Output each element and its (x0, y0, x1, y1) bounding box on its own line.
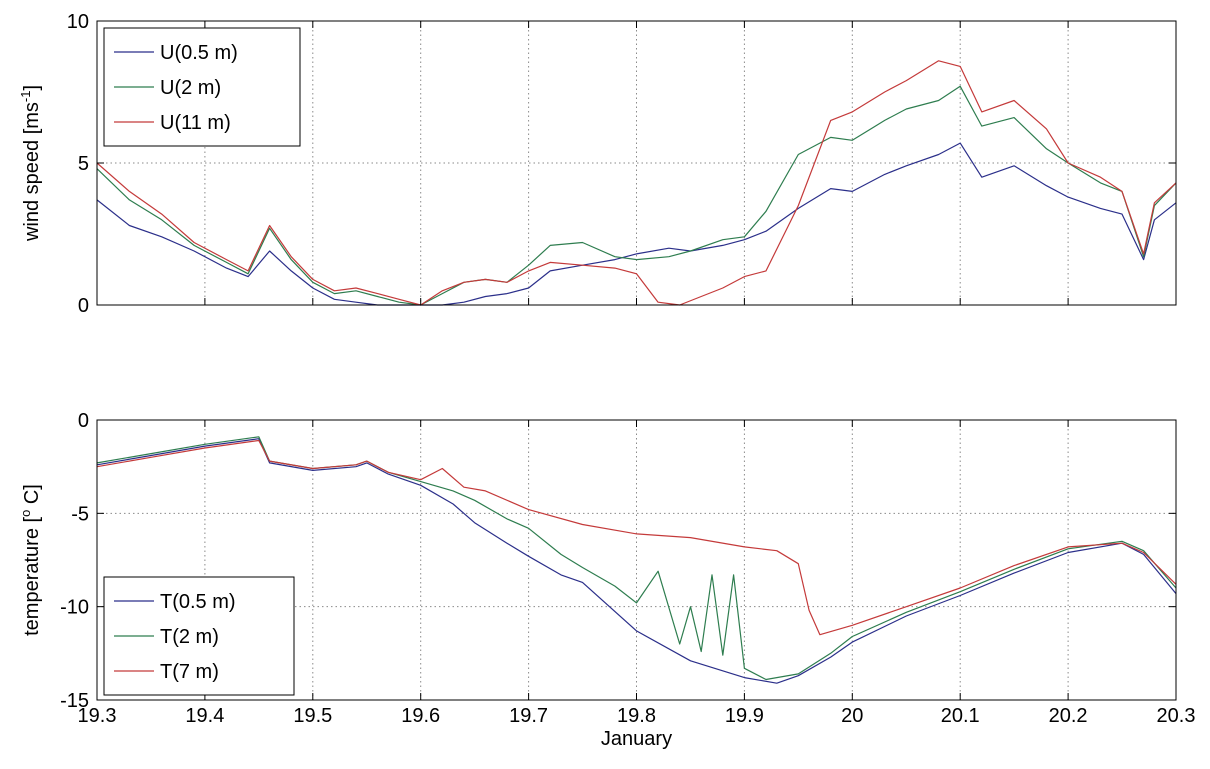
x-tick-label: 19.7 (509, 705, 548, 727)
series-line-U(0.5 m) (96, 142, 1177, 306)
legend-label: T(2 m) (160, 626, 219, 648)
y-axis-label-text: temperature [ (21, 516, 43, 635)
x-tick-label: 19.8 (617, 705, 656, 727)
y-axis-label: wind speed [ms-1] (18, 85, 43, 242)
y-tick-label: 10 (67, 11, 89, 33)
y-tick-label: 5 (78, 153, 89, 175)
temperature-panel: -15 -10 -5 0 19.3 19.4 19.5 19.6 19.7 19.8 19.9 20 2… (18, 410, 1195, 750)
y-tick-label: 0 (78, 410, 89, 432)
x-axis-label: January (601, 728, 672, 750)
y-axis-label-superscript: o (18, 510, 33, 517)
legend-label: U(11 m) (160, 112, 231, 134)
legend-label: T(0.5 m) (160, 591, 236, 613)
x-tick-label: 19.6 (401, 705, 440, 727)
legend-label: T(7 m) (160, 661, 219, 683)
y-tick-label: -5 (71, 503, 89, 525)
x-tick-label: 20 (841, 705, 863, 727)
y-axis-label-end: C] (21, 484, 43, 510)
y-axis-label: temperature [o C] (18, 484, 43, 636)
x-tick-label: 19.5 (293, 705, 332, 727)
x-tick-label: 19.9 (725, 705, 764, 727)
y-axis-label-end: ] (21, 85, 43, 91)
y-axis-label-superscript: -1 (18, 91, 33, 103)
y-tick-label: 0 (78, 295, 89, 317)
y-tick-label: -10 (60, 597, 89, 619)
series-line-U(2 m) (96, 85, 1177, 306)
x-tick-label: 20.1 (941, 705, 980, 727)
x-tick-label: 20.2 (1049, 705, 1088, 727)
y-axis-label-text: wind speed [ms (21, 102, 43, 242)
x-tick-label: 19.4 (185, 705, 224, 727)
x-tick-label: 19.3 (78, 705, 117, 727)
series-line-T(7 m) (96, 439, 1177, 636)
legend-box (103, 27, 301, 147)
wind-speed-panel: 0 5 10 wind speed [ms-1] U(0.5 m) U(2 m) U(11 … (18, 11, 1177, 317)
series-line-T(0.5 m) (96, 438, 1177, 684)
legend-label: U(2 m) (160, 77, 221, 99)
legend-label: U(0.5 m) (160, 42, 238, 64)
y-tick-label: -15 (60, 690, 89, 712)
x-tick-label: 20.3 (1157, 705, 1196, 727)
series-line-U(11 m) (96, 60, 1177, 306)
